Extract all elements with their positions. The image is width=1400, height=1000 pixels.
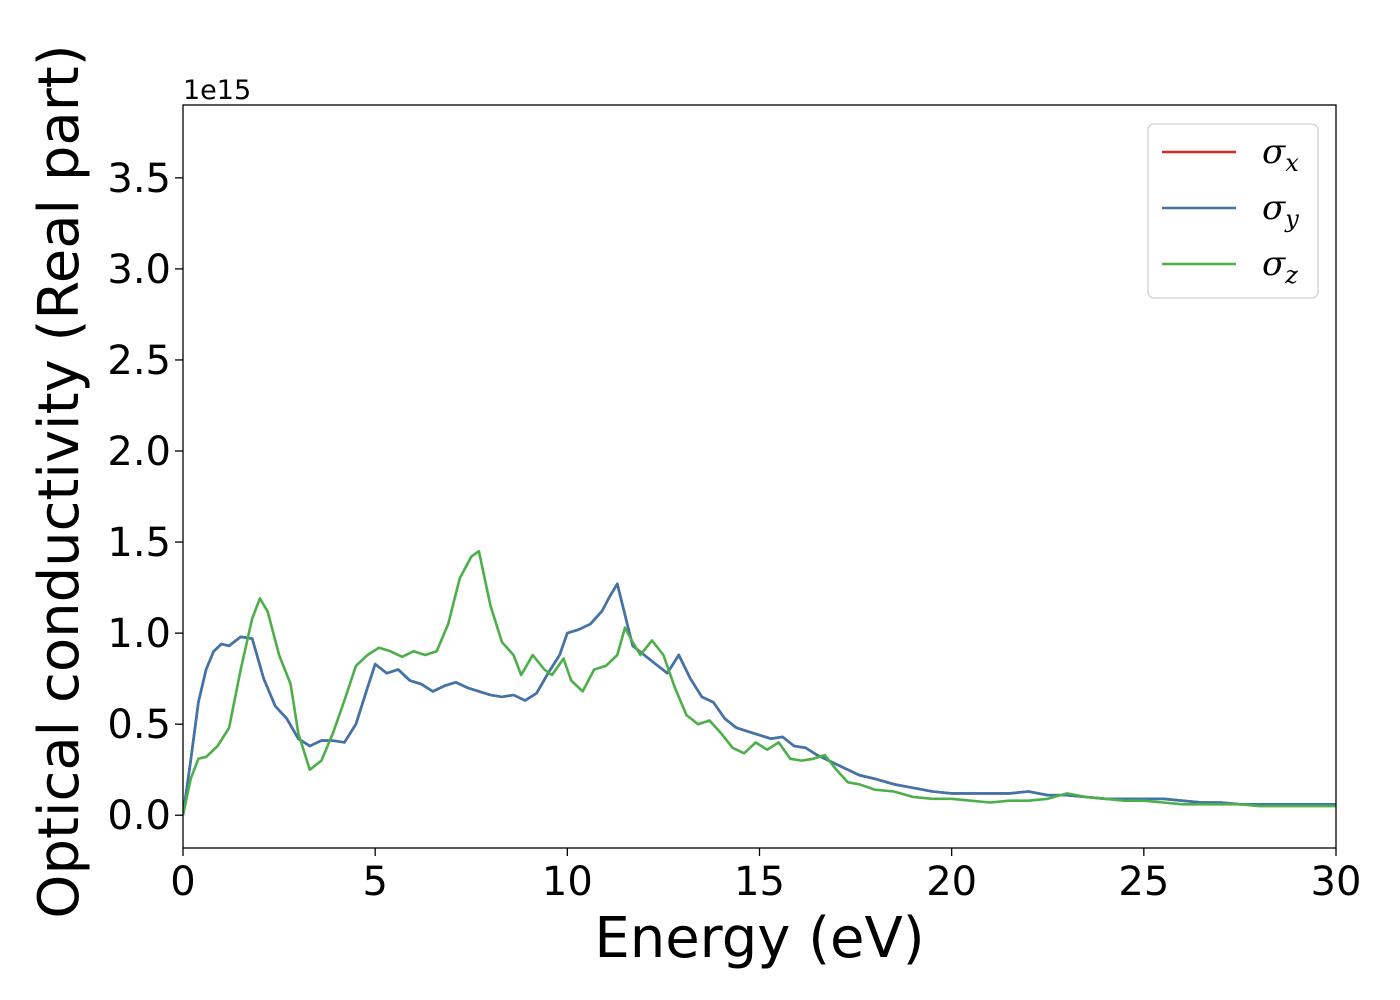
x-tick-label: 25 (1118, 859, 1169, 905)
series-line-x (183, 582, 1336, 816)
series-line-y (183, 582, 1336, 816)
legend: σx σy σz (1147, 123, 1319, 299)
y-tick-label: 0.0 (107, 793, 171, 839)
legend-box (1147, 123, 1319, 299)
series-line-z (183, 549, 1336, 816)
x-tick-label: 20 (926, 859, 977, 905)
x-axis: 0 5 10 15 20 25 30 (170, 848, 1361, 905)
y-tick-label: 2.5 (107, 338, 171, 384)
legend-item-y: σy (1162, 188, 1299, 233)
legend-item-z: σz (1162, 244, 1298, 289)
y-tick-label: 1.0 (107, 611, 171, 657)
legend-item-x: σx (1162, 132, 1299, 177)
y-axis-offset-label: 1e15 (183, 75, 251, 106)
y-tick-label: 3.5 (107, 156, 171, 202)
legend-label: σz (1262, 244, 1298, 289)
x-axis-label: Energy (eV) (594, 906, 924, 971)
y-tick-label: 3.0 (107, 247, 171, 293)
x-tick-label: 10 (542, 859, 593, 905)
y-tick-label: 1.5 (107, 520, 171, 566)
y-axis: 0.0 0.5 1.0 1.5 2.0 2.5 3.0 3.5 (107, 156, 183, 839)
x-tick-label: 15 (734, 859, 785, 905)
x-tick-label: 0 (170, 859, 195, 905)
y-axis-label: Optical conductivity (Real part) (27, 44, 92, 918)
legend-label: σy (1262, 188, 1299, 233)
legend-label: σx (1262, 132, 1299, 177)
x-tick-label: 30 (1311, 859, 1362, 905)
y-tick-label: 2.0 (107, 429, 171, 475)
y-tick-label: 0.5 (107, 702, 171, 748)
x-tick-label: 5 (362, 859, 387, 905)
